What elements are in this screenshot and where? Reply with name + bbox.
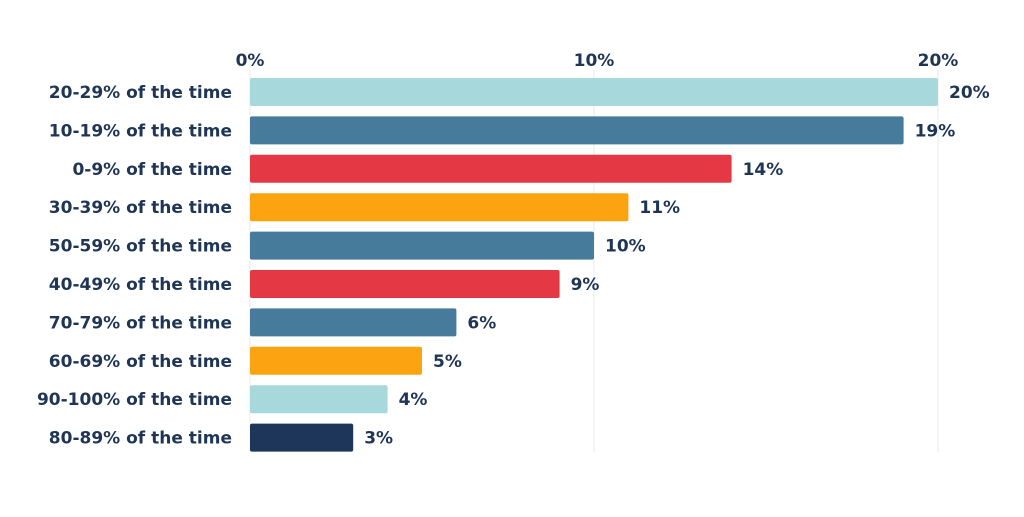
data-label: 5% — [433, 352, 462, 372]
data-label: 4% — [399, 390, 428, 410]
category-label: 80-89% of the time — [49, 429, 232, 449]
data-label: 10% — [605, 237, 646, 257]
category-label: 40-49% of the time — [49, 275, 232, 295]
value-labels: 20% 19% 14% 11% 10%9% 6%5%4% 3% — [364, 83, 990, 449]
bar — [250, 193, 629, 222]
category-label: 30-39% of the time — [49, 198, 232, 218]
data-label: 19% — [915, 121, 956, 141]
data-label: 14% — [743, 160, 784, 180]
x-tick-label: 10% — [574, 51, 615, 71]
data-label: 6% — [467, 313, 496, 333]
category-label: 70-79% of the time — [49, 313, 232, 333]
data-label: 3% — [364, 429, 393, 449]
bar — [250, 308, 457, 337]
x-tick-label: 20% — [918, 51, 959, 71]
bars — [250, 78, 938, 452]
bar — [250, 116, 904, 145]
bar — [250, 346, 422, 375]
x-tick-label: 0% — [236, 51, 265, 71]
bar — [250, 78, 938, 106]
data-label: 9% — [571, 275, 600, 295]
x-axis-ticks: 0% 10% 20% — [236, 51, 959, 71]
category-label: 50-59% of the time — [49, 237, 232, 257]
category-label: 0-9% of the time — [72, 160, 232, 180]
category-label: 90-100% of the time — [37, 390, 232, 410]
category-label: 10-19% of the time — [49, 121, 232, 141]
category-label: 60-69% of the time — [49, 352, 232, 372]
bar — [250, 154, 732, 183]
category-labels: 20-29% of the time 10-19% of the time 0-9%… — [37, 83, 232, 449]
category-label: 20-29% of the time — [49, 83, 232, 103]
data-label: 11% — [639, 198, 680, 218]
bar — [250, 270, 560, 298]
data-label: 20% — [949, 83, 990, 103]
bar — [250, 423, 354, 452]
bar — [250, 385, 388, 414]
bar — [250, 231, 594, 260]
